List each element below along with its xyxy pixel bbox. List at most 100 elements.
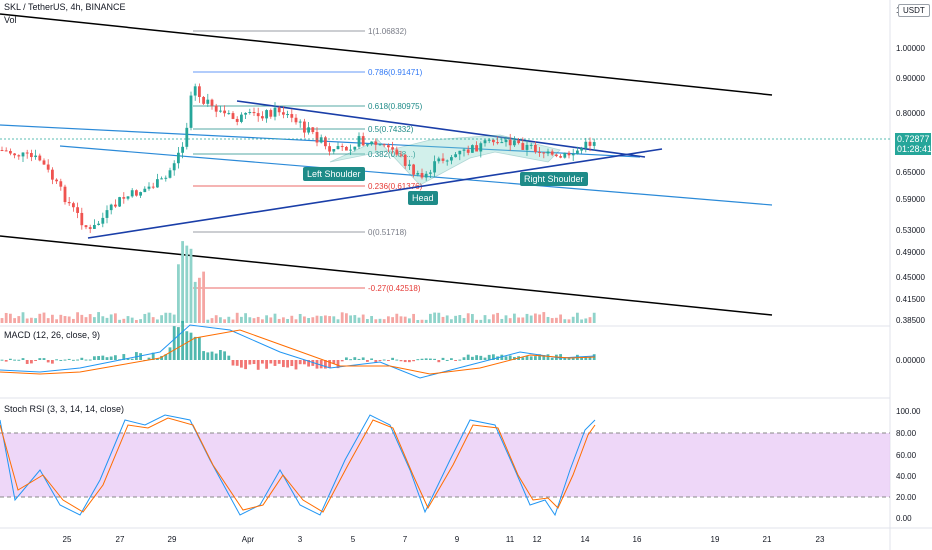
candle-body [139, 192, 142, 196]
volume-bar [466, 313, 470, 323]
candle-body [559, 156, 562, 158]
price-axis-label: 0.49000 [896, 248, 925, 257]
volume-bar [72, 318, 75, 323]
candle-body [353, 146, 357, 150]
macd-histogram-bar [151, 352, 155, 360]
head-label[interactable]: Head [408, 191, 438, 205]
volume-bar [366, 319, 369, 323]
candle-body [538, 151, 541, 153]
candle-body [298, 121, 302, 123]
volume-bar [303, 316, 306, 323]
volume-bar [84, 317, 88, 323]
rsi-axis-label: 60.00 [896, 451, 917, 460]
macd-histogram-bar [546, 354, 550, 360]
volume-bar [559, 314, 562, 323]
candle-body [315, 132, 319, 143]
candle-body [445, 160, 449, 162]
macd-histogram-bar [214, 353, 218, 360]
macd-histogram-bar [458, 359, 462, 361]
volume-bar [441, 316, 445, 323]
macd-histogram-bar [433, 358, 436, 360]
fib-retracement[interactable]: 1(1.06832) 0.786(0.91471) 0.618(0.80975) 0.… [193, 27, 423, 293]
volume-bar [177, 264, 180, 323]
candle-body [88, 227, 92, 229]
candle-body [38, 155, 42, 161]
candle-body [563, 152, 567, 158]
macd-histogram-bar [76, 359, 79, 361]
volume-bar [63, 316, 67, 323]
macd-histogram-bar [59, 359, 63, 361]
price-axis-label: 0.53000 [896, 226, 925, 235]
volume-bar [298, 313, 302, 323]
volume-bar [391, 317, 394, 323]
candle-body [143, 188, 147, 193]
volume-bar [185, 245, 189, 323]
volume-bar [198, 277, 201, 323]
macd-histogram-bar [416, 359, 420, 361]
macd-histogram-bar [202, 351, 205, 360]
signal-line [0, 329, 596, 375]
trend-line [0, 13, 773, 96]
time-axis-label: 7 [403, 535, 408, 544]
volume-bar [345, 313, 348, 323]
volume-bar [223, 319, 226, 323]
macd-histogram-bar [542, 355, 546, 360]
rsi-axis-label: 0.00 [896, 514, 912, 523]
macd-histogram-bar [429, 358, 432, 360]
time-axis[interactable]: 25 27 29 Apr 3 5 7 9 11 12 14 16 19 21 23 [63, 535, 825, 544]
candle-body [508, 139, 512, 146]
candle-body [424, 173, 428, 178]
macd-histogram-bar [93, 356, 96, 360]
volume-bar [517, 317, 520, 323]
volume-bar [126, 316, 130, 323]
volume-bar [227, 316, 231, 323]
candle-body [504, 139, 508, 143]
candle-body [332, 149, 336, 152]
macd-histogram-bar [13, 359, 16, 361]
macd-histogram-bar [193, 336, 197, 360]
volume-bar [189, 248, 193, 323]
candle-body [59, 181, 63, 187]
candle-body [231, 113, 235, 119]
candle-body [227, 113, 231, 115]
currency-badge[interactable]: USDT [898, 4, 930, 17]
candle-body [492, 139, 495, 143]
candle-body [13, 153, 16, 156]
volume-bar [332, 316, 336, 323]
macd-histogram-bar [34, 360, 37, 361]
macd-histogram-bar [210, 351, 214, 360]
candle-body [571, 153, 575, 156]
volume-bar [538, 314, 541, 323]
price-axis-label: 1.00000 [896, 44, 925, 53]
volume-bar [135, 319, 138, 323]
rsi-axis-label: 20.00 [896, 493, 917, 502]
candle-body [172, 163, 176, 171]
macd-histogram-bar [550, 357, 554, 360]
volume-bar [550, 318, 554, 323]
left-shoulder-label[interactable]: Left Shoulder [303, 167, 365, 181]
rsi-band [0, 433, 890, 497]
volume-bar [307, 318, 310, 323]
candle-body [109, 204, 113, 211]
volume-bar [588, 317, 592, 323]
macd-histogram-bar [340, 360, 344, 362]
candle-body [63, 186, 67, 203]
trendlines[interactable] [0, 13, 773, 316]
candle-body [93, 224, 96, 229]
volume-bar [336, 319, 340, 323]
candle-body [126, 196, 130, 199]
volume-bar [13, 318, 16, 323]
bar-countdown: 01:28:41 [897, 144, 932, 154]
candle-body [324, 137, 327, 147]
right-shoulder-label[interactable]: Right Shoulder [520, 172, 588, 186]
volume-bar [399, 316, 403, 323]
candle-body [592, 142, 596, 146]
candle-body [475, 145, 478, 152]
candle-body [395, 149, 399, 155]
candle-body [219, 110, 222, 112]
price-axis[interactable]: 1.100001.000000.900000.800000.750000.650… [896, 6, 925, 523]
price-axis-label: 0.90000 [896, 74, 925, 83]
volume-bar [378, 318, 382, 323]
macd-histogram-bar [399, 360, 403, 362]
